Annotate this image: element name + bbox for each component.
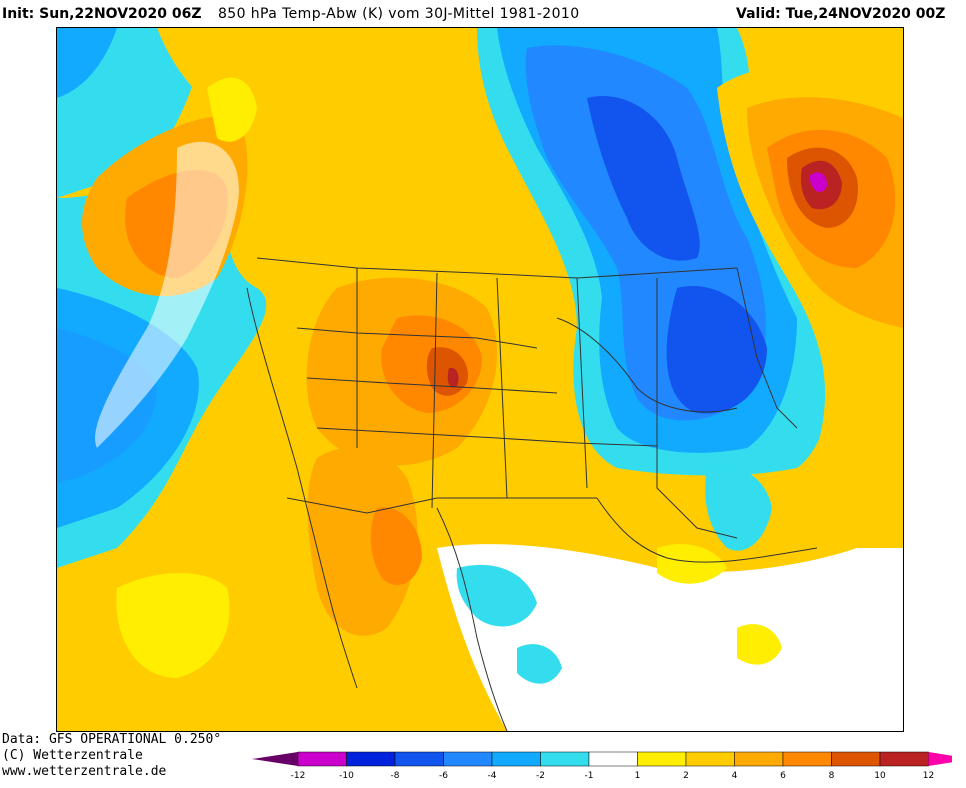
legend-swatch	[588, 751, 638, 767]
legend-swatch	[443, 751, 493, 767]
state-country-borders	[246, 257, 818, 731]
website-link[interactable]: www.wetterzentrale.de	[2, 764, 167, 779]
copyright-label: (C) Wetterzentrale	[2, 748, 143, 763]
legend-tick-label: 1	[635, 771, 641, 781]
temperature-anomaly-map	[56, 27, 904, 732]
plains-warm-region	[306, 277, 497, 636]
valid-time: Valid: Tue,24NOV2020 00Z	[736, 6, 946, 22]
legend-swatch	[685, 751, 735, 767]
legend-tick-label: 6	[780, 771, 786, 781]
legend-swatch	[831, 751, 881, 767]
data-source-label: Data: GFS OPERATIONAL 0.250°	[2, 732, 222, 747]
legend-swatch	[394, 751, 444, 767]
legend-swatch	[491, 751, 541, 767]
legend-tick-label: 12	[923, 771, 934, 781]
northeast-warm-region	[717, 64, 903, 569]
legend-tick-label: 10	[874, 771, 886, 781]
legend-swatch	[734, 751, 784, 767]
color-legend: -12 -10 -8 -6 -4 -2 -1 1 2 4 6 8 10 12	[252, 751, 952, 781]
legend-tick-label: 8	[829, 771, 835, 781]
legend-swatch	[297, 751, 347, 767]
legend-tick-label: -2	[536, 771, 545, 781]
legend-low-arrow	[252, 752, 298, 766]
legend-tick-label: -1	[585, 771, 594, 781]
legend-tick-label: -12	[291, 771, 306, 781]
legend-high-arrow	[928, 752, 952, 766]
legend-tick-label: 4	[732, 771, 738, 781]
legend-swatch	[346, 751, 396, 767]
canada-cold-region	[477, 28, 836, 476]
legend-swatch	[879, 751, 929, 767]
legend-tick-label: -8	[391, 771, 400, 781]
legend-tick-label: -4	[488, 771, 497, 781]
legend-tick-label: -6	[439, 771, 448, 781]
legend-swatch	[782, 751, 832, 767]
legend-tick-label: 2	[683, 771, 689, 781]
legend-tick-label: -10	[339, 771, 354, 781]
map-title: 850 hPa Temp-Abw (K) vom 30J-Mittel 1981…	[218, 6, 580, 22]
legend-swatch	[540, 751, 590, 767]
legend-swatch	[637, 751, 687, 767]
gulf-neutral-region	[437, 465, 903, 731]
init-time: Init: Sun,22NOV2020 06Z	[2, 6, 202, 22]
